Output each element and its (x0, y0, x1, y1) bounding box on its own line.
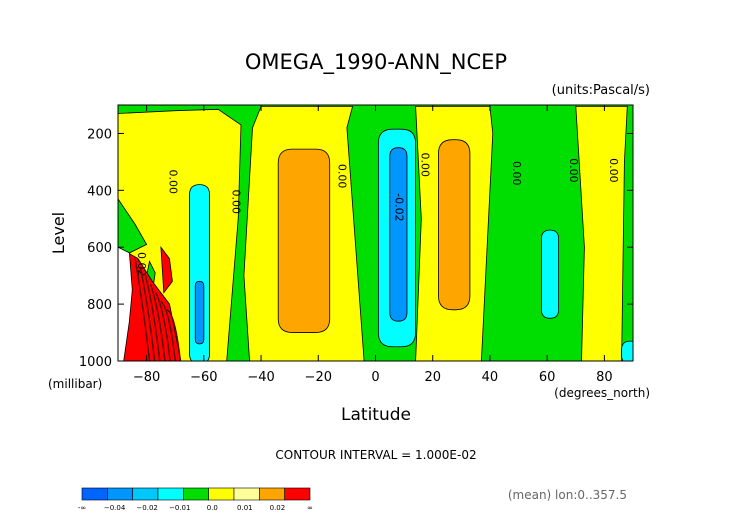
region-orange-north (438, 139, 471, 311)
x-axis-label: Latitude (341, 405, 411, 425)
contour-label: -0.02 (393, 193, 406, 221)
colorbar-swatch (284, 487, 311, 501)
x-tick-label: −20 (305, 370, 332, 385)
x-tick-label: −60 (190, 370, 217, 385)
colorbar-label: -∞ (78, 504, 86, 512)
colorbar-label: −0.01 (169, 504, 190, 512)
contour-label: 0.00 (167, 170, 180, 195)
contour-label: 0.00 (335, 164, 348, 189)
region-red-wedge (160, 245, 173, 294)
x-tick-label: 20 (424, 370, 441, 385)
contour-label: 0.00 (567, 158, 580, 183)
contour-line-dense (155, 292, 171, 361)
contour-line-dense (144, 275, 161, 361)
colorbar-swatch (107, 487, 133, 501)
colorbar: -∞ −0.04 −0.02 −0.01 0.0 0.01 0.02 ∞ (78, 487, 313, 512)
plot-area: 0.00 0.00 0.00 0.00 -0.02 0.00 0.00 0.00 0.02 (118, 105, 633, 361)
colorbar-swatch (157, 487, 184, 501)
colorbar-label: −0.02 (136, 504, 157, 512)
contour-line-dense (134, 258, 151, 361)
colorbar-label: ∞ (307, 504, 313, 512)
contour-label: 0.00 (607, 158, 620, 183)
x-tick-label: 40 (482, 370, 499, 385)
colorbar-label: −0.04 (104, 504, 126, 512)
contour-line-dense (139, 266, 156, 361)
y-tick-label: 800 (87, 298, 112, 313)
colorbar-swatch (259, 487, 285, 501)
region-yellow-north (575, 106, 628, 361)
colorbar-label: 0.02 (270, 504, 286, 512)
x-tick-label: 80 (596, 370, 613, 385)
colorbar-label: 0.01 (237, 504, 253, 512)
x-tick-label: 60 (539, 370, 556, 385)
x-tick-label: −40 (247, 370, 274, 385)
axes: −80 −60 −40 −20 0 20 40 60 80 200 400 600 800 1000 (79, 104, 634, 385)
colorbar-label: 0.0 (207, 504, 218, 512)
contour-line-dense (160, 300, 176, 361)
y-axis-label: Level (49, 212, 68, 254)
y-tick-label: 400 (87, 184, 112, 199)
y-tick-label: 600 (87, 241, 112, 256)
x-tick-label: −80 (133, 370, 160, 385)
region-green-edge (118, 198, 148, 260)
y-tick-label: 1000 (79, 355, 112, 370)
region-cyan-north (541, 229, 560, 319)
region-blue-itcz (389, 147, 408, 322)
colorbar-swatch (208, 487, 235, 501)
region-orange-south (277, 148, 331, 333)
x-axis-unit: (degrees_north) (554, 386, 650, 400)
y-axis-unit: (millibar) (48, 377, 102, 391)
colorbar-swatch (132, 487, 159, 501)
contour-interval-label: CONTOUR INTERVAL = 1.000E-02 (275, 448, 476, 462)
contour-line-dense (149, 283, 166, 361)
contour-label: 0.00 (418, 152, 431, 177)
region-masked-topography (118, 246, 133, 361)
chart-title: OMEGA_1990-ANN_NCEP (245, 50, 507, 75)
units-label: (units:Pascal/s) (552, 83, 650, 98)
region-cyan-edge (621, 340, 633, 361)
contour-line-dense (165, 309, 182, 361)
colorbar-swatch (81, 487, 108, 501)
colorbar-swatch (233, 487, 260, 501)
footnote: (mean) lon:0..357.5 (508, 488, 627, 502)
contour-label: 0.02 (135, 252, 148, 277)
y-tick-label: 200 (87, 127, 112, 142)
contour-label: 0.00 (510, 161, 523, 186)
region-blue-south (194, 280, 205, 345)
colorbar-swatch (183, 487, 209, 501)
x-tick-label: 0 (371, 370, 379, 385)
region-cyan-south (189, 184, 210, 361)
contour-label: 0.00 (229, 189, 242, 214)
